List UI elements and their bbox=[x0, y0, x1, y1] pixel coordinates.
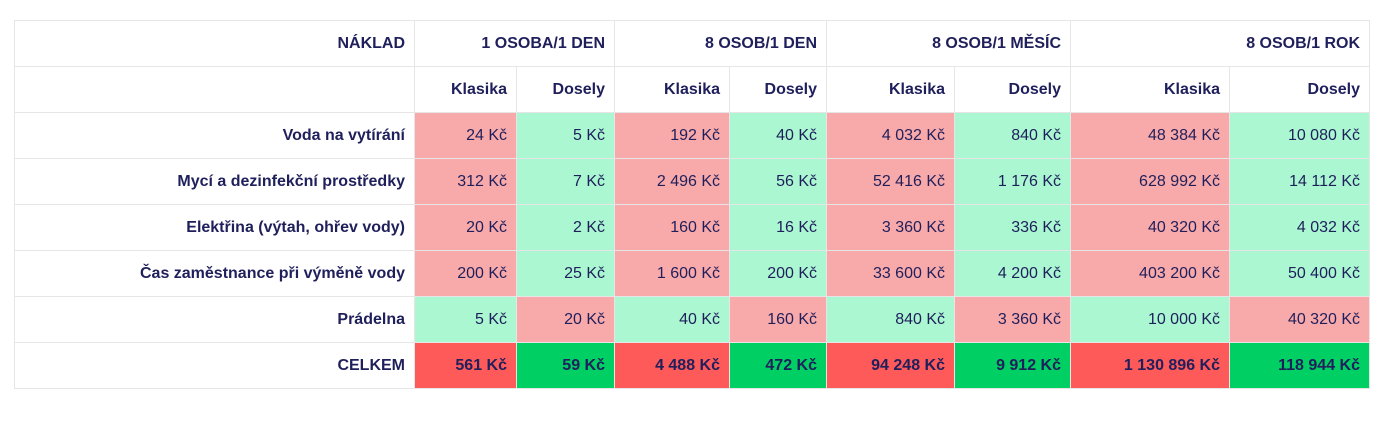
cost-comparison-table: NÁKLAD 1 OSOBA/1 DEN 8 OSOB/1 DEN 8 OSOB… bbox=[14, 20, 1370, 389]
cost-cell: 50 400 Kč bbox=[1229, 250, 1370, 297]
cost-cell: 840 Kč bbox=[954, 112, 1071, 159]
total-label: CELKEM bbox=[14, 342, 415, 389]
cost-cell: 10 080 Kč bbox=[1229, 112, 1370, 159]
cost-cell: 312 Kč bbox=[414, 158, 517, 205]
total-cell: 472 Kč bbox=[729, 342, 827, 389]
cost-cell: 3 360 Kč bbox=[826, 204, 955, 251]
method-header-dosely: Dosely bbox=[516, 66, 615, 113]
period-header-row: NÁKLAD 1 OSOBA/1 DEN 8 OSOB/1 DEN 8 OSOB… bbox=[14, 20, 1370, 67]
cost-cell: 20 Kč bbox=[414, 204, 517, 251]
cost-cell: 5 Kč bbox=[414, 296, 517, 343]
row-label: Čas zaměstnance při výměně vody bbox=[14, 250, 415, 297]
cost-cell: 200 Kč bbox=[729, 250, 827, 297]
cost-cell: 24 Kč bbox=[414, 112, 517, 159]
cost-cell: 4 200 Kč bbox=[954, 250, 1071, 297]
cost-cell: 4 032 Kč bbox=[826, 112, 955, 159]
method-header-klasika: Klasika bbox=[1070, 66, 1230, 113]
cost-cell: 40 320 Kč bbox=[1070, 204, 1230, 251]
row-label: Prádelna bbox=[14, 296, 415, 343]
table-row: Mycí a dezinfekční prostředky 312 Kč 7 K… bbox=[14, 158, 1370, 205]
cost-cell: 56 Kč bbox=[729, 158, 827, 205]
method-header-row: Klasika Dosely Klasika Dosely Klasika Do… bbox=[14, 66, 1370, 113]
table-row: Elektřina (výtah, ohřev vody) 20 Kč 2 Kč… bbox=[14, 204, 1370, 251]
cost-cell: 2 Kč bbox=[516, 204, 615, 251]
table-row: Voda na vytírání 24 Kč 5 Kč 192 Kč 40 Kč… bbox=[14, 112, 1370, 159]
cost-cell: 4 032 Kč bbox=[1229, 204, 1370, 251]
total-cell: 94 248 Kč bbox=[826, 342, 955, 389]
cost-cell: 192 Kč bbox=[614, 112, 730, 159]
total-cell: 59 Kč bbox=[516, 342, 615, 389]
total-row: CELKEM 561 Kč 59 Kč 4 488 Kč 472 Kč 94 2… bbox=[14, 342, 1370, 389]
method-header-klasika: Klasika bbox=[414, 66, 517, 113]
cost-cell: 7 Kč bbox=[516, 158, 615, 205]
method-header-dosely: Dosely bbox=[954, 66, 1071, 113]
cost-cell: 33 600 Kč bbox=[826, 250, 955, 297]
cost-cell: 403 200 Kč bbox=[1070, 250, 1230, 297]
cost-cell: 5 Kč bbox=[516, 112, 615, 159]
cost-cell: 10 000 Kč bbox=[1070, 296, 1230, 343]
cost-cell: 1 600 Kč bbox=[614, 250, 730, 297]
cost-cell: 40 320 Kč bbox=[1229, 296, 1370, 343]
cost-cell: 840 Kč bbox=[826, 296, 955, 343]
method-header-dosely: Dosely bbox=[729, 66, 827, 113]
method-header-klasika: Klasika bbox=[826, 66, 955, 113]
cost-cell: 2 496 Kč bbox=[614, 158, 730, 205]
cost-cell: 336 Kč bbox=[954, 204, 1071, 251]
cost-cell: 160 Kč bbox=[614, 204, 730, 251]
row-label: Mycí a dezinfekční prostředky bbox=[14, 158, 415, 205]
total-cell: 4 488 Kč bbox=[614, 342, 730, 389]
cost-cell: 3 360 Kč bbox=[954, 296, 1071, 343]
row-label: Voda na vytírání bbox=[14, 112, 415, 159]
total-cell: 1 130 896 Kč bbox=[1070, 342, 1230, 389]
cost-cell: 40 Kč bbox=[614, 296, 730, 343]
cost-cell: 14 112 Kč bbox=[1229, 158, 1370, 205]
table-row: Prádelna 5 Kč 20 Kč 40 Kč 160 Kč 840 Kč … bbox=[14, 296, 1370, 343]
period-header-1-person-1-day: 1 OSOBA/1 DEN bbox=[414, 20, 615, 67]
total-cell: 118 944 Kč bbox=[1229, 342, 1370, 389]
cost-comparison-wrapper: NÁKLAD 1 OSOBA/1 DEN 8 OSOB/1 DEN 8 OSOB… bbox=[14, 20, 1370, 389]
cost-cell: 16 Kč bbox=[729, 204, 827, 251]
method-header-klasika: Klasika bbox=[614, 66, 730, 113]
period-header-8-persons-1-month: 8 OSOB/1 MĚSÍC bbox=[826, 20, 1071, 67]
cost-cell: 200 Kč bbox=[414, 250, 517, 297]
row-label: Elektřina (výtah, ohřev vody) bbox=[14, 204, 415, 251]
cost-cell: 25 Kč bbox=[516, 250, 615, 297]
empty-header-cell bbox=[14, 66, 415, 113]
total-cell: 9 912 Kč bbox=[954, 342, 1071, 389]
cost-cell: 52 416 Kč bbox=[826, 158, 955, 205]
cost-column-header: NÁKLAD bbox=[14, 20, 415, 67]
period-header-8-persons-1-year: 8 OSOB/1 ROK bbox=[1070, 20, 1370, 67]
period-header-8-persons-1-day: 8 OSOB/1 DEN bbox=[614, 20, 827, 67]
cost-cell: 1 176 Kč bbox=[954, 158, 1071, 205]
cost-cell: 628 992 Kč bbox=[1070, 158, 1230, 205]
cost-cell: 40 Kč bbox=[729, 112, 827, 159]
total-cell: 561 Kč bbox=[414, 342, 517, 389]
table-row: Čas zaměstnance při výměně vody 200 Kč 2… bbox=[14, 250, 1370, 297]
cost-cell: 20 Kč bbox=[516, 296, 615, 343]
cost-cell: 48 384 Kč bbox=[1070, 112, 1230, 159]
cost-cell: 160 Kč bbox=[729, 296, 827, 343]
method-header-dosely: Dosely bbox=[1229, 66, 1370, 113]
